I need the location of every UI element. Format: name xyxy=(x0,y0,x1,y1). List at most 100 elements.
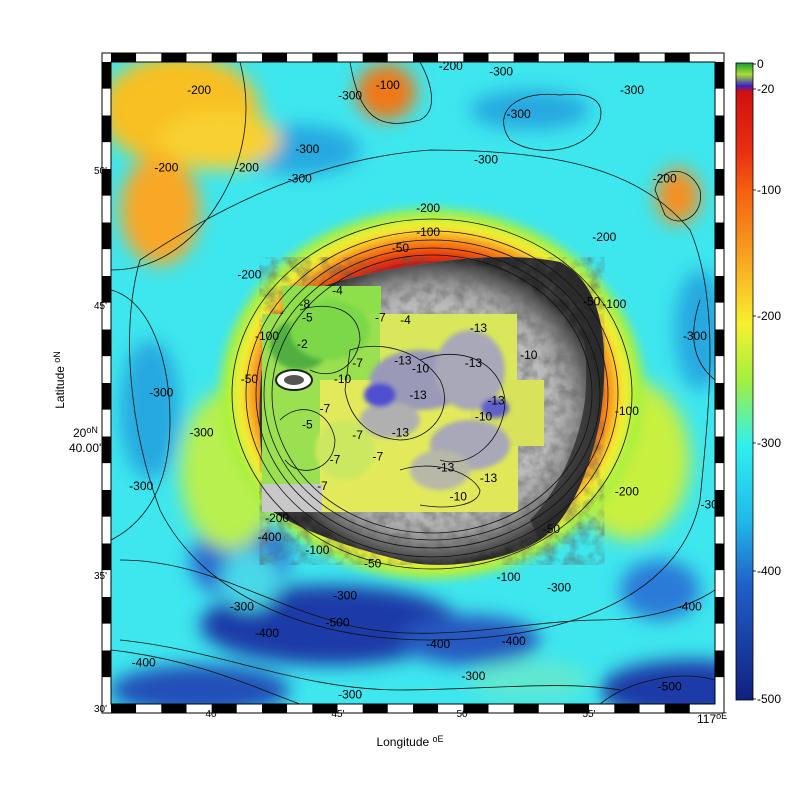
frame-bar xyxy=(102,409,111,437)
frame-bar xyxy=(715,543,724,571)
frame-bar xyxy=(387,704,413,713)
frame-bar xyxy=(102,516,111,544)
x-axis: 40' 45' 50' 55' 117oE Longitude oE xyxy=(205,709,727,749)
contour-label: -300 xyxy=(338,688,362,702)
frame-bar xyxy=(102,249,111,276)
frame-bar xyxy=(513,704,539,713)
frame-bar xyxy=(639,53,665,62)
contour-label: -300 xyxy=(700,498,724,512)
frame-bar xyxy=(102,222,111,250)
contour-label: -400 xyxy=(426,637,450,651)
x-tick-label: 50' xyxy=(456,709,469,720)
frame-bar xyxy=(715,650,724,678)
frame-bar xyxy=(715,383,724,410)
y-axis-label: Latitude oN xyxy=(52,351,67,409)
contour-label: -50 xyxy=(364,557,382,571)
contour-label: -7 xyxy=(330,452,341,466)
frame-bar xyxy=(715,436,724,464)
contour-label: -300 xyxy=(547,581,571,595)
contour-label: -50 xyxy=(543,522,561,536)
frame-bar xyxy=(161,53,187,62)
frame-bar xyxy=(664,53,690,62)
frame-bar xyxy=(715,570,724,597)
frame-bar xyxy=(715,516,724,544)
map-raster: -100 -200 -300 -300 -300 -200 -300 -300 -200 -200… xyxy=(111,62,724,704)
contour-label: -7 xyxy=(317,479,328,493)
contour-label: -500 xyxy=(325,615,349,629)
frame-bar xyxy=(102,650,111,678)
frame-bar xyxy=(614,704,640,713)
frame-bar xyxy=(136,53,162,62)
frame-bar xyxy=(102,169,111,196)
frame-bar xyxy=(102,142,111,169)
frame-bar xyxy=(538,704,564,713)
contour-label: -8 xyxy=(299,297,310,311)
frame-bar xyxy=(102,570,111,597)
frame-bar xyxy=(337,53,363,62)
frame-bar xyxy=(102,276,111,303)
contour-label: -400 xyxy=(502,634,526,648)
contour-label: -300 xyxy=(683,329,707,343)
contour-label: -300 xyxy=(489,64,513,78)
contour-label: -200 xyxy=(187,83,211,97)
colorbar-label: -200 xyxy=(757,309,781,323)
colorbar-label: -500 xyxy=(757,692,781,706)
contour-label: -300 xyxy=(129,479,153,493)
contour-label: -7 xyxy=(372,450,383,464)
contour-labels: -100 -200 -300 -300 -300 -200 -300 -300 -200 -200… xyxy=(129,62,724,702)
x-tick-label: 55' xyxy=(582,709,595,720)
map-frame xyxy=(101,52,725,714)
y-tick-label: 30' xyxy=(94,704,107,715)
frame-bar xyxy=(564,53,590,62)
plot-border xyxy=(110,61,716,705)
frame-bar xyxy=(715,356,724,383)
frame-bar xyxy=(102,62,111,89)
contour-label: -7 xyxy=(375,311,386,325)
colorbar-label: -100 xyxy=(757,183,781,197)
frame-bar xyxy=(161,704,187,713)
frame-bar xyxy=(438,704,464,713)
frame-bar xyxy=(488,53,514,62)
contour-label: -400 xyxy=(255,626,279,640)
frame-bar xyxy=(102,115,111,143)
contour-label: -10 xyxy=(334,372,352,386)
contour-label: -13 xyxy=(392,426,410,440)
colorbar-label: -300 xyxy=(757,436,781,450)
frame-bar xyxy=(438,53,464,62)
contour-label: -400 xyxy=(257,530,281,544)
frame-bar xyxy=(102,383,111,410)
colorbar-label: 0 xyxy=(757,57,764,71)
contour-label: -300 xyxy=(333,589,357,603)
contour-lines xyxy=(111,62,715,704)
frame-bar xyxy=(564,704,590,713)
frame-bar xyxy=(689,704,715,713)
frame-bar xyxy=(413,704,439,713)
contour-label: -400 xyxy=(132,656,156,670)
contour-label: -100 xyxy=(255,329,279,343)
frame-bar xyxy=(287,53,313,62)
contour-label: -200 xyxy=(615,484,639,498)
contour-label: -200 xyxy=(265,511,289,525)
colorbar-label: -400 xyxy=(757,564,781,578)
frame-bar xyxy=(102,677,111,704)
contour-label: -100 xyxy=(497,570,521,584)
frame-bar xyxy=(102,463,111,490)
frame-bar xyxy=(614,53,640,62)
contour-label: -10 xyxy=(475,409,493,423)
contour-label: -200 xyxy=(592,230,616,244)
y-tick-label: 45' xyxy=(94,301,107,312)
contour-label: -300 xyxy=(295,142,319,156)
contour-label: -13 xyxy=(409,388,427,402)
frame-bar xyxy=(236,704,262,713)
frame-bar xyxy=(387,53,413,62)
contour-label: -13 xyxy=(470,321,488,335)
contour-label: -13 xyxy=(480,471,498,485)
contour-label: -13 xyxy=(437,460,455,474)
frame-bar xyxy=(102,302,111,330)
contour-label: -50 xyxy=(583,294,601,308)
contour-label: -300 xyxy=(474,153,498,167)
frame-bar xyxy=(715,222,724,250)
frame-bar xyxy=(102,543,111,571)
contour-label: -10 xyxy=(520,348,538,362)
